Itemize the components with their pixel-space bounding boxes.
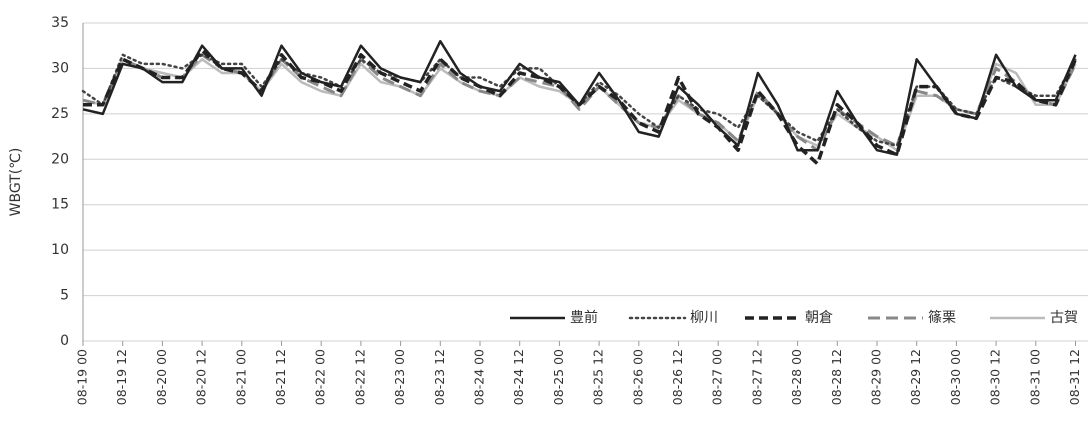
x-tick-label: 08-29 12 (908, 349, 923, 405)
x-tick-label: 08-19 12 (114, 349, 129, 405)
x-tick-label: 08-20 00 (154, 349, 169, 405)
x-tick-label: 08-21 00 (233, 349, 248, 405)
x-tick-label: 08-25 12 (591, 349, 606, 405)
x-tick-label: 08-20 12 (194, 349, 209, 405)
x-tick-label: 08-21 12 (273, 349, 288, 405)
y-tick-label: 0 (60, 333, 69, 349)
x-tick-label: 08-31 12 (1067, 349, 1082, 405)
legend-label: 柳川 (690, 309, 718, 326)
legend-label: 古賀 (1050, 310, 1078, 326)
y-tick-label: 35 (51, 15, 69, 31)
x-tick-label: 08-24 00 (472, 349, 487, 405)
x-tick-label: 08-28 00 (789, 349, 804, 405)
x-tick-label: 08-23 00 (392, 349, 407, 405)
y-tick-label: 25 (51, 106, 69, 122)
x-tick-label: 08-25 00 (551, 349, 566, 405)
y-axis-label: WBGT(℃) (8, 148, 24, 217)
x-tick-label: 08-30 12 (988, 349, 1003, 405)
y-tick-label: 5 (60, 288, 69, 304)
x-tick-label: 08-31 00 (1027, 349, 1042, 405)
x-tick-label: 08-26 12 (670, 349, 685, 405)
legend-bg (505, 307, 1088, 329)
x-tick-label: 08-27 00 (710, 349, 725, 405)
x-tick-label: 08-26 00 (630, 349, 645, 405)
legend-label: 豊前 (570, 309, 598, 326)
x-tick-label: 08-24 12 (511, 349, 526, 405)
x-tick-label: 08-23 12 (432, 349, 447, 405)
x-tick-label: 08-28 12 (829, 349, 844, 405)
y-tick-label: 10 (51, 242, 69, 258)
y-tick-label: 20 (51, 151, 69, 167)
y-tick-label: 30 (51, 60, 69, 76)
y-tick-label: 15 (51, 197, 69, 213)
x-tick-label: 08-27 12 (749, 349, 764, 405)
line-series (82, 39, 1077, 156)
x-tick-label: 08-29 00 (869, 349, 884, 405)
legend-label: 篠栗 (928, 310, 956, 326)
legend-label: 朝倉 (805, 310, 833, 326)
x-tick-label: 08-30 00 (948, 349, 963, 405)
x-tick-label: 08-22 12 (352, 349, 367, 405)
x-tick-label: 08-22 00 (313, 349, 328, 405)
x-tick-label: 08-19 00 (75, 349, 90, 405)
